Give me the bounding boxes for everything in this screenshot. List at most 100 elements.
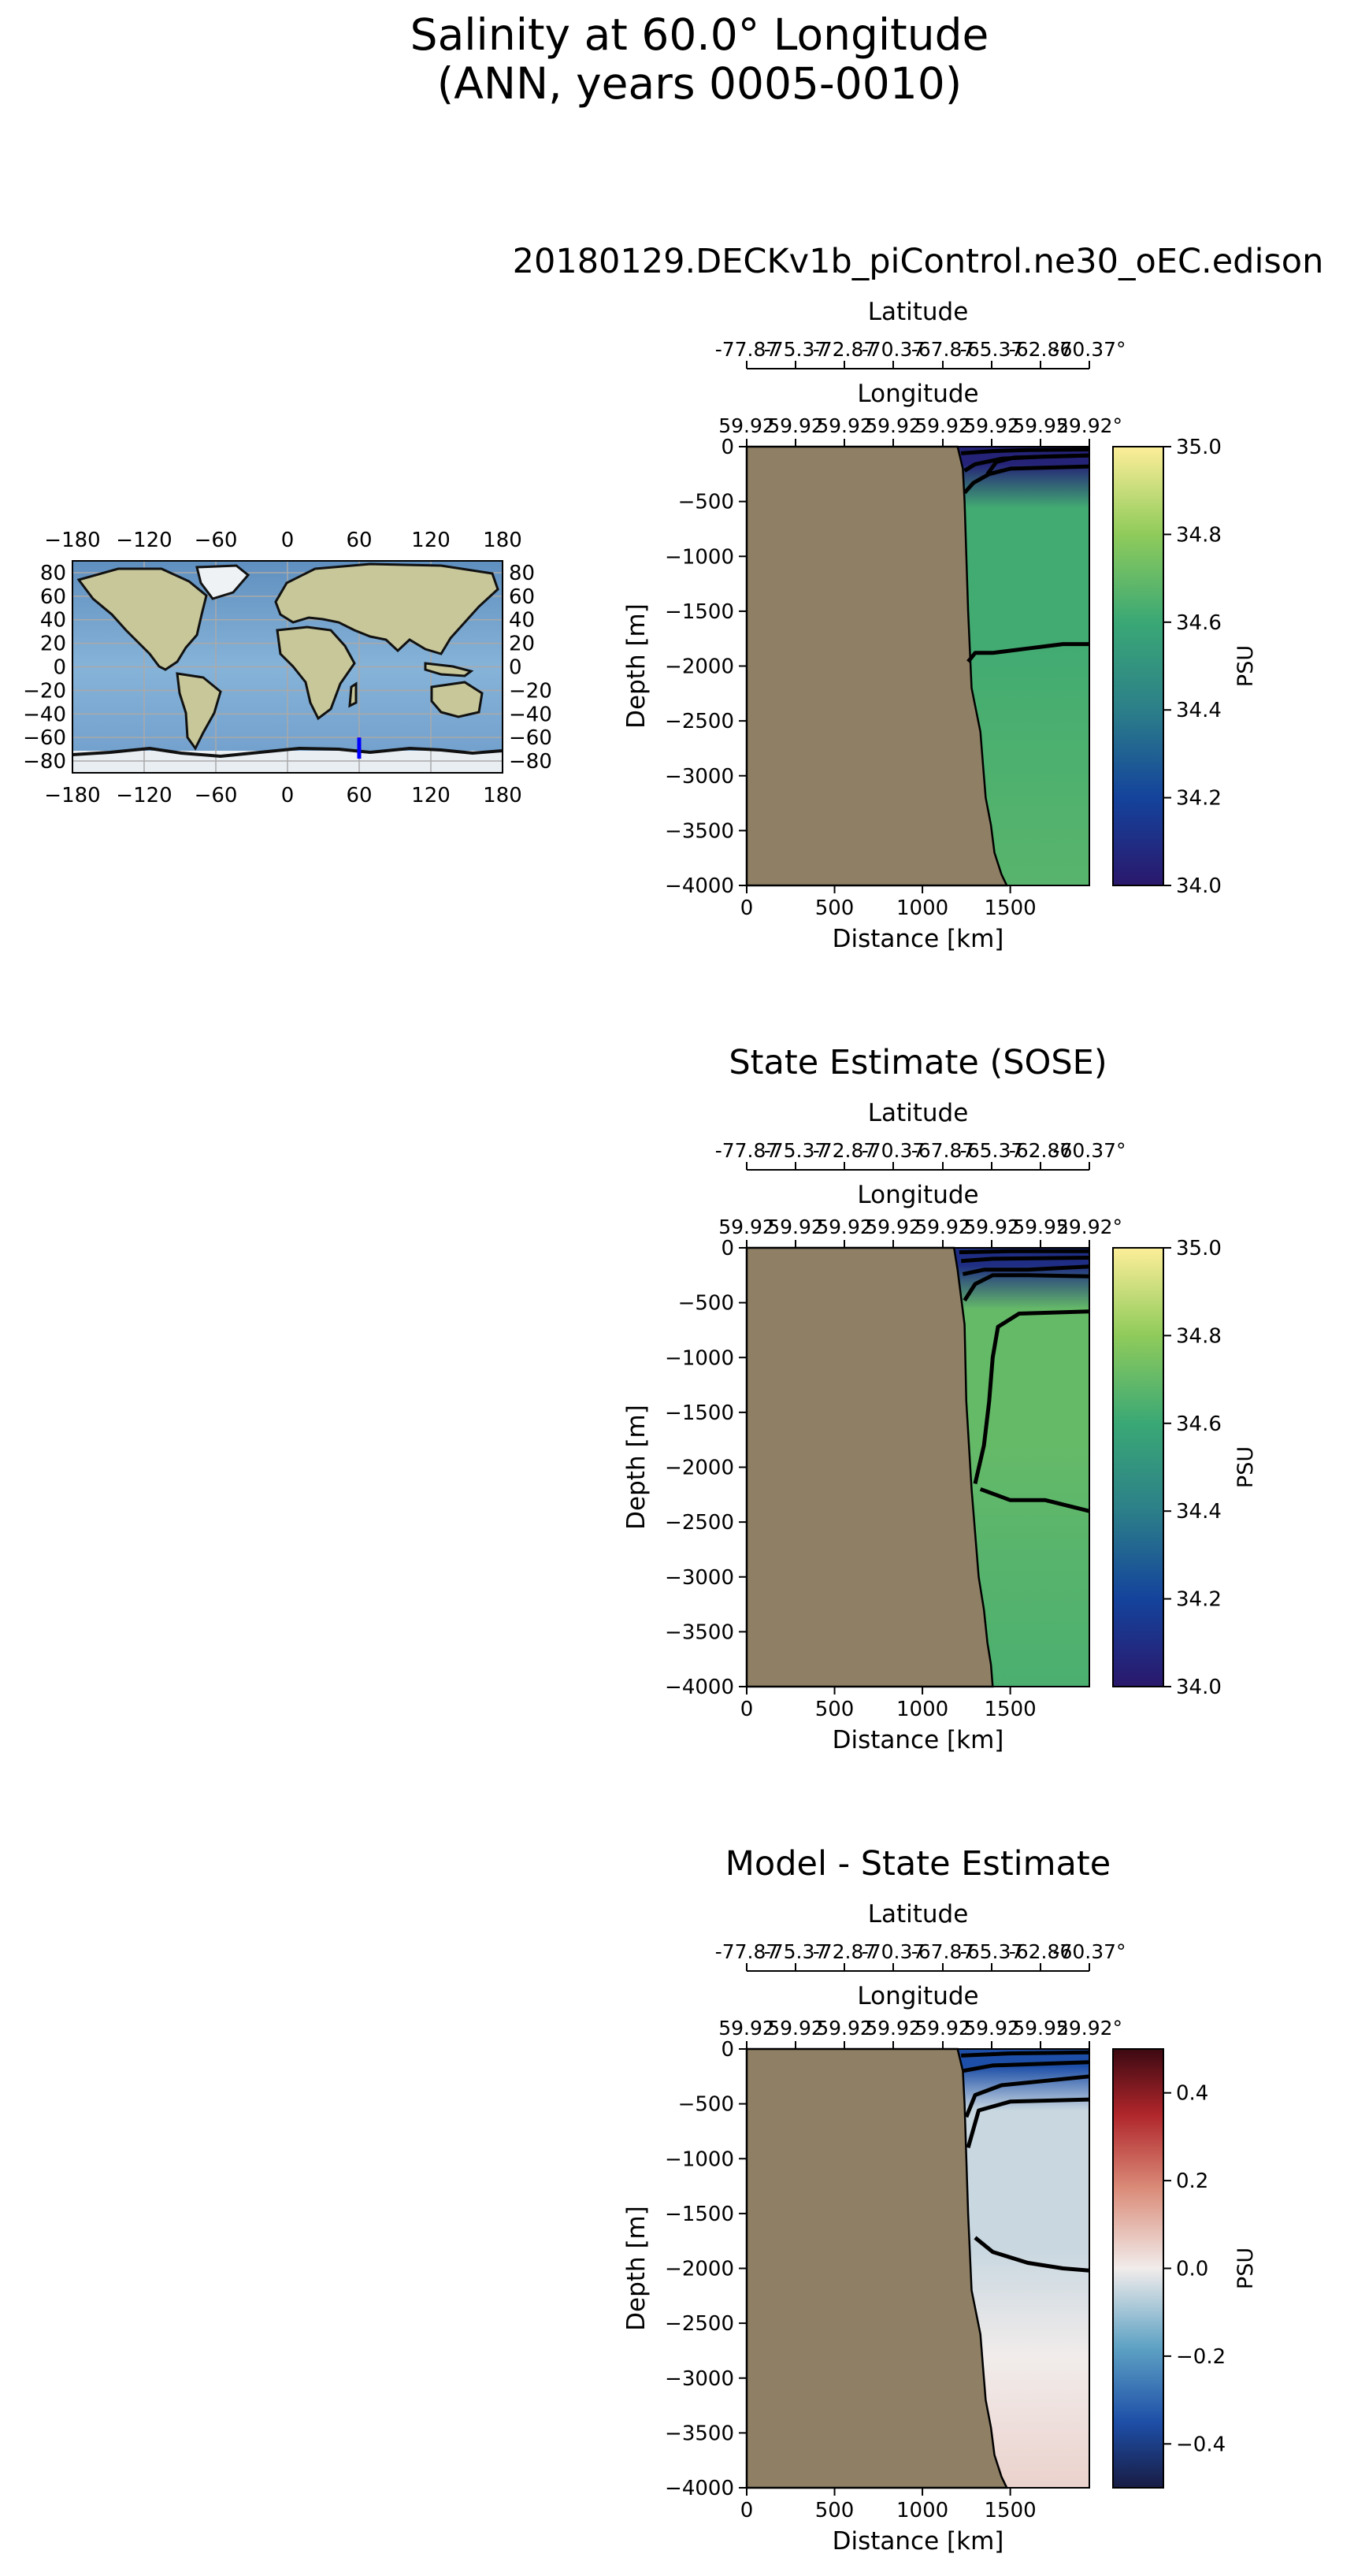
colorbar-tick-label: 34.6 [1176,611,1222,635]
latitude-tick-label: -65.37 [960,1940,1024,1963]
longitude-axis-label: Longitude [857,1181,978,1209]
section-panel-2: State Estimate (SOSE) Latitude -77.87-75.3… [622,1043,1258,1754]
contour-line [974,2236,1090,2273]
colorbar [1112,1247,1164,1687]
longitude-tick-label: 59.92 [767,1216,824,1238]
map-lat-tick-left: 80 [40,562,66,585]
continent-madagascar [348,681,358,708]
map-lat-tick-left: −20 [23,679,66,703]
figure-title-line1: Salinity at 60.0° Longitude [410,9,989,60]
colorbar-tick-label: −0.2 [1176,2345,1226,2369]
colorbar-label: PSU [1233,645,1258,687]
colorbar-tick-label: 34.4 [1176,699,1222,722]
map-lat-tick-left: −80 [23,750,66,774]
latitude-tick-label: -62.87 [1009,1940,1073,1963]
longitude-tick-label: 59.92 [718,414,775,437]
continent-indonesia [424,662,474,677]
panel-title: State Estimate (SOSE) [729,1043,1107,1082]
contour-line [979,1487,1090,1513]
map-lon-tick-top: −180 [44,529,100,552]
latitude-tick-label: -60.37° [1052,1940,1126,1963]
colorbar [1112,2048,1164,2489]
continent-africa [276,625,356,721]
map-lat-tick-left: 40 [40,609,66,633]
y-tick-label: −3000 [665,2367,734,2391]
map-lat-tick-right: 20 [509,633,535,656]
longitude-tick-label: 59.92 [767,2017,824,2040]
y-tick-label: −4000 [665,2477,734,2500]
map-lon-tick-bottom: 180 [483,784,522,807]
x-tick-label: 1500 [985,896,1037,920]
contour-line [966,2097,1090,2148]
latitude-axis-label: Latitude [868,298,969,326]
map-lon-tick-bottom: 60 [346,784,372,807]
y-tick-label: −1000 [665,1346,734,1370]
y-tick-label: −3000 [665,1566,734,1590]
x-tick-label: 0 [740,1698,754,1721]
latitude-axis-label: Latitude [868,1900,969,1928]
colorbar-tick-label: 34.8 [1176,523,1222,547]
contour-line [964,2074,1090,2118]
contour-line [966,642,1089,663]
y-tick-label: −3500 [665,1620,734,1644]
map-lat-tick-left: −40 [23,703,66,726]
y-tick-label: −2500 [665,2312,734,2336]
map-lon-tick-bottom: −60 [195,784,238,807]
latitude-tick-label: -77.87 [715,1139,779,1162]
y-tick-label: −500 [678,1292,734,1316]
colorbar-label: PSU [1233,1446,1258,1488]
contour-line [962,2060,1090,2073]
map-lat-tick-right: 60 [509,585,535,609]
y-tick-label: −1500 [665,2203,734,2226]
map-lon-tick-bottom: −120 [116,784,172,807]
map-lon-tick-top: −120 [116,529,172,552]
colorbar-tick-label: −0.4 [1176,2433,1226,2456]
latitude-tick-label: -67.87 [911,1940,975,1963]
longitude-tick-label: 59.92 [767,414,824,437]
x-tick-label: 0 [740,896,754,920]
land-mask [745,1246,994,1688]
colorbar-tick-label: 0.4 [1176,2082,1208,2106]
x-tick-label: 0 [740,2499,754,2522]
longitude-tick-label: 59.92 [914,1216,971,1238]
continent-eurasia [274,562,499,655]
latitude-tick-label: -70.37 [862,1139,926,1162]
y-tick-label: 0 [721,1237,734,1260]
y-tick-label: −4000 [665,874,734,898]
colorbar-tick-label: 34.6 [1176,1412,1222,1436]
colorbar-tick-label: 34.2 [1176,787,1222,811]
contour-line [973,1309,1090,1484]
map-lon-tick-top: −60 [195,529,238,552]
longitude-tick-label: 59.92 [865,414,922,437]
map-lat-tick-left: 20 [40,633,66,656]
longitude-tick-label: 59.92° [1056,1216,1122,1238]
latitude-tick-label: -70.37 [862,338,926,361]
continent-antarctica [72,746,503,759]
latitude-tick-label: -75.37 [764,1139,828,1162]
map-lon-tick-top: 180 [483,529,522,552]
latitude-tick-label: -77.87 [715,338,779,361]
x-tick-label: 1000 [896,896,948,920]
colorbar-tick-label: 0.2 [1176,2170,1208,2193]
longitude-tick-label: 59.92 [963,2017,1020,2040]
y-tick-label: 0 [721,436,734,459]
y-tick-label: −2000 [665,2258,734,2281]
longitude-tick-label: 59.92 [816,414,873,437]
colorbar-tick-label: 34.8 [1176,1324,1222,1348]
contour-line [963,1273,1090,1302]
map-lat-tick-right: −40 [509,703,552,726]
colorbar-tick-label: 0.0 [1176,2258,1208,2281]
continent-north-america [76,567,208,671]
colorbar-tick-label: 34.2 [1176,1588,1222,1612]
y-tick-label: −3500 [665,2422,734,2445]
longitude-tick-label: 59.92° [1056,414,1122,437]
y-tick-label: −1500 [665,600,734,624]
longitude-tick-label: 59.92 [1012,1216,1069,1238]
y-tick-label: −500 [678,2093,734,2117]
latitude-tick-label: -62.87 [1009,338,1073,361]
section-panel-3: Model - State Estimate Latitude -77.87-75.… [622,1844,1258,2556]
y-axis-label: Depth [m] [622,603,651,729]
colorbar-tick-label: 34.4 [1176,1500,1222,1524]
latitude-tick-label: -67.87 [911,338,975,361]
x-tick-label: 1000 [896,1698,948,1721]
